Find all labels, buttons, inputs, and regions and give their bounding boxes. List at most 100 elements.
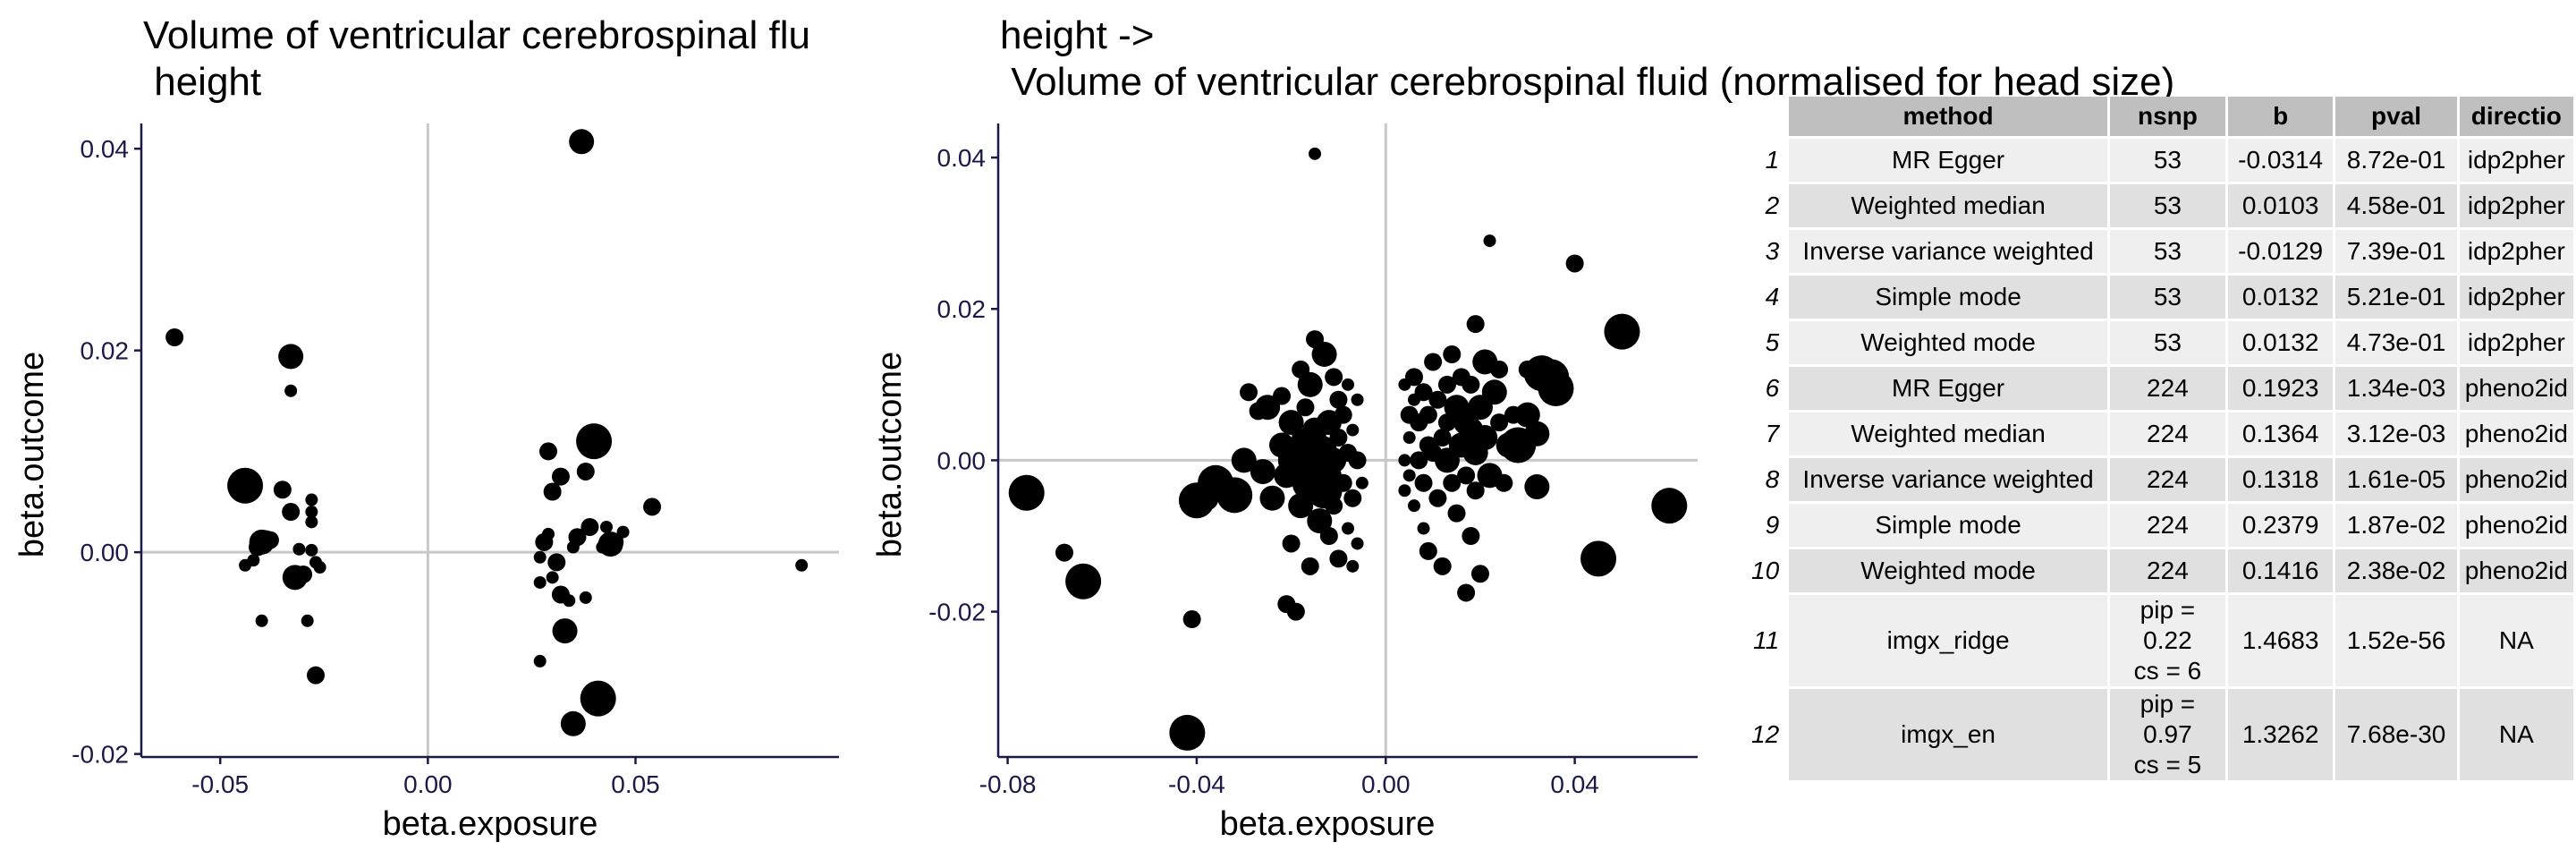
data-point [1580,540,1617,577]
data-point [1457,583,1476,602]
data-point [1311,341,1337,367]
table-header-index [1743,97,1786,136]
row-index: 5 [1765,328,1780,356]
data-point [1398,484,1411,498]
data-point [1495,473,1513,492]
data-point [1417,522,1430,535]
table-cell: pheno2id [2459,367,2573,410]
table-cell: 1.52e-56 [2335,595,2457,686]
table-cell: idp2pher [2459,276,2573,319]
table-cell: 224 [2109,458,2225,501]
table-cell: 0.1923 [2227,367,2334,410]
table-cell: 53 [2109,276,2225,319]
table-cell: 1.87e-02 [2335,504,2457,547]
data-point [1278,410,1304,436]
data-point [1301,557,1319,575]
data-point [560,710,586,736]
x-tick-label: 0.04 [1550,770,1599,798]
data-point [1524,474,1550,500]
y-axis-title: beta.outcome [871,352,909,557]
x-tick-label: 0.00 [403,770,453,798]
row-index: 8 [1765,465,1780,493]
data-point [1273,387,1292,405]
data-point [1424,353,1443,371]
table-cell: pip = 0.22 cs = 6 [2109,595,2225,686]
data-point [1433,557,1452,575]
data-point [1329,549,1348,568]
table-body: 1 MR Egger 53 -0.0314 8.72e-01 idp2pher 2 Weigh… [1743,139,2573,780]
data-point [1524,421,1550,447]
table-cell: 1.34e-03 [2335,367,2457,410]
data-point [1343,489,1362,507]
data-point [543,482,562,501]
table-cell: 1.4683 [2227,595,2334,686]
table-header-cell: method [1789,97,2107,136]
table-header-cell: b [2227,97,2334,136]
table-cell: pheno2id [2459,412,2573,455]
plot-title-line-1: height -> [1000,13,1154,57]
table-cell: 53 [2109,184,2225,227]
data-point [1307,508,1333,534]
plot-title-line-2: height [143,60,261,104]
data-point [1428,489,1447,507]
data-point [1490,360,1509,378]
data-point [1255,395,1281,421]
data-point [1351,537,1364,550]
table-header-row: method nsnp b pval directio [1743,97,2573,136]
data-point [313,561,326,574]
data-point [533,550,547,564]
mr-results-table: method nsnp b pval directio 1 MR Egger 53-… [1741,94,2576,783]
data-point [255,614,268,627]
data-point [1351,393,1364,406]
data-point [307,666,325,685]
data-point [533,575,547,589]
data-point [1419,405,1437,424]
data-point [1348,451,1367,470]
table-cell: idp2pher [2459,230,2573,273]
table-row: 2 Weighted median 53 0.0103 4.58e-01 idp2pher [1743,184,2573,227]
scatter-plot-right: height -> Volume of ventricular cerebros… [871,13,2174,843]
data-point [1402,469,1416,482]
data-point [1342,522,1354,535]
y-tick-label: 0.02 [80,337,130,365]
table-cell: -0.0129 [2227,230,2334,273]
data-point [1319,527,1338,546]
x-axis-title: beta.exposure [383,805,598,843]
data-point [1334,473,1352,492]
data-point [305,506,318,519]
table-cell: 7.68e-30 [2335,689,2457,780]
data-point [552,618,578,644]
table-cell: pheno2id [2459,549,2573,592]
row-index: 7 [1765,420,1780,447]
y-axis-title: beta.outcome [13,352,51,557]
table-cell: pip = 0.97 cs = 5 [2109,689,2225,780]
table-row: 3 Inverse variance weighted 53 -0.0129 7.39e… [1743,230,2573,273]
x-tick-label: -0.05 [191,770,249,798]
table-cell: 5.21e-01 [2335,276,2457,319]
data-point [643,498,662,516]
table-cell: 0.2379 [2227,504,2334,547]
data-point [547,553,566,572]
table-cell: MR Egger [1789,367,2107,410]
data-point [579,591,592,604]
data-point [1407,499,1420,513]
data-point [576,423,613,460]
table-cell: Simple mode [1789,276,2107,319]
table-cell: 224 [2109,504,2225,547]
row-index: 3 [1765,237,1780,265]
data-point [1514,402,1540,428]
table-row: 11 imgx_ridge pip = 0.22 cs = 6 1.4683 1.52e-… [1743,595,2573,686]
row-index: 9 [1765,511,1780,539]
table-cell: Weighted median [1789,184,2107,227]
x-tick-label: -0.08 [979,770,1037,798]
data-point [1538,370,1574,407]
data-point [1334,405,1352,424]
data-point [1008,474,1045,511]
table-row: 6 MR Egger 224 0.1923 1.34e-03 pheno2id [1743,367,2573,410]
y-tick-label: 0.00 [937,447,987,474]
data-point [305,515,318,529]
x-tick-label: 0.05 [611,770,660,798]
row-index: 4 [1765,283,1780,310]
data-point [1182,610,1201,629]
table-cell: idp2pher [2459,184,2573,227]
